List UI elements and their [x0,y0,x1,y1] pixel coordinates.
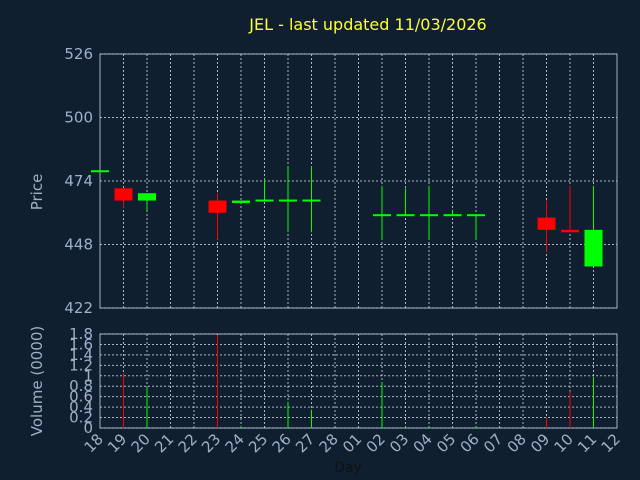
candle-body [208,200,227,213]
day-tick-label: 22 [175,430,201,456]
candle-body [537,217,556,230]
day-axis-label: Day [334,460,362,476]
price-tick-label: 500 [64,109,93,127]
candle-body [302,199,321,202]
day-tick-label: 28 [316,430,342,456]
volume-tick-label: 0.8 [69,377,93,395]
candle-body [91,170,109,173]
volume-tick-label: 0.4 [69,398,93,416]
candle-body [373,214,391,217]
volume-tick-label: 1.4 [69,346,93,364]
volume-tick-label: 1.2 [69,356,93,374]
candle-body [232,200,250,203]
day-axis-ticks: 1819202122232425262728010203040506070809… [81,430,624,456]
day-tick-label: 19 [104,430,130,456]
day-tick-label: 12 [598,430,624,456]
day-tick-label: 04 [410,430,436,456]
day-tick-label: 27 [292,430,318,456]
candle-body [420,214,438,217]
volume-tick-label: 0.2 [69,409,93,427]
day-tick-label: 01 [339,430,365,456]
candle-body [561,229,579,233]
day-tick-label: 09 [527,430,553,456]
price-tick-label: 422 [64,299,93,317]
price-gridlines [100,53,617,309]
day-tick-label: 21 [151,430,177,456]
volume-tick-label: 1.8 [69,325,93,343]
price-axis-label: Price [28,174,46,211]
candle-body [279,199,297,202]
day-tick-label: 07 [480,430,506,456]
candle-body [443,214,462,217]
volume-bars [123,335,594,428]
candle-body [584,229,603,267]
volume-tick-label: 1 [83,367,93,385]
volume-panel-frame [99,333,618,429]
candle-body [467,214,485,217]
day-tick-label: 26 [269,430,295,456]
day-tick-label: 08 [504,430,530,456]
day-tick-label: 03 [386,430,412,456]
volume-tick-label: 0 [83,419,93,437]
day-tick-label: 11 [574,430,600,456]
day-tick-label: 25 [245,430,271,456]
day-tick-label: 02 [363,430,389,456]
price-panel: 526 500 474 448 422 Price [28,45,618,317]
day-tick-label: 20 [128,430,154,456]
day-tick-label: 24 [222,430,248,456]
day-tick-label: 06 [457,430,483,456]
volume-gridlines [100,333,617,429]
volume-panel: 1.81.61.41.210.80.60.40.20 Volume (0000) [28,325,618,437]
candle-body [114,188,133,201]
candle-body [255,199,274,202]
candle-body [138,193,156,201]
price-tick-label: 526 [64,45,93,63]
volume-axis-ticks: 1.81.61.41.210.80.60.40.20 [69,325,93,437]
price-axis-ticks: 526 500 474 448 422 [64,45,93,317]
candle-body [396,214,415,217]
candles [91,166,603,267]
price-tick-label: 474 [64,172,93,190]
day-tick-label: 05 [433,430,459,456]
volume-tick-label: 0.6 [69,388,93,406]
day-tick-label: 10 [551,430,577,456]
volume-tick-label: 1.6 [69,335,93,353]
volume-axis-label: Volume (0000) [28,326,46,436]
day-tick-label: 23 [198,430,224,456]
chart-title: JEL - last updated 11/03/2026 [248,15,486,34]
price-tick-label: 448 [64,236,93,254]
